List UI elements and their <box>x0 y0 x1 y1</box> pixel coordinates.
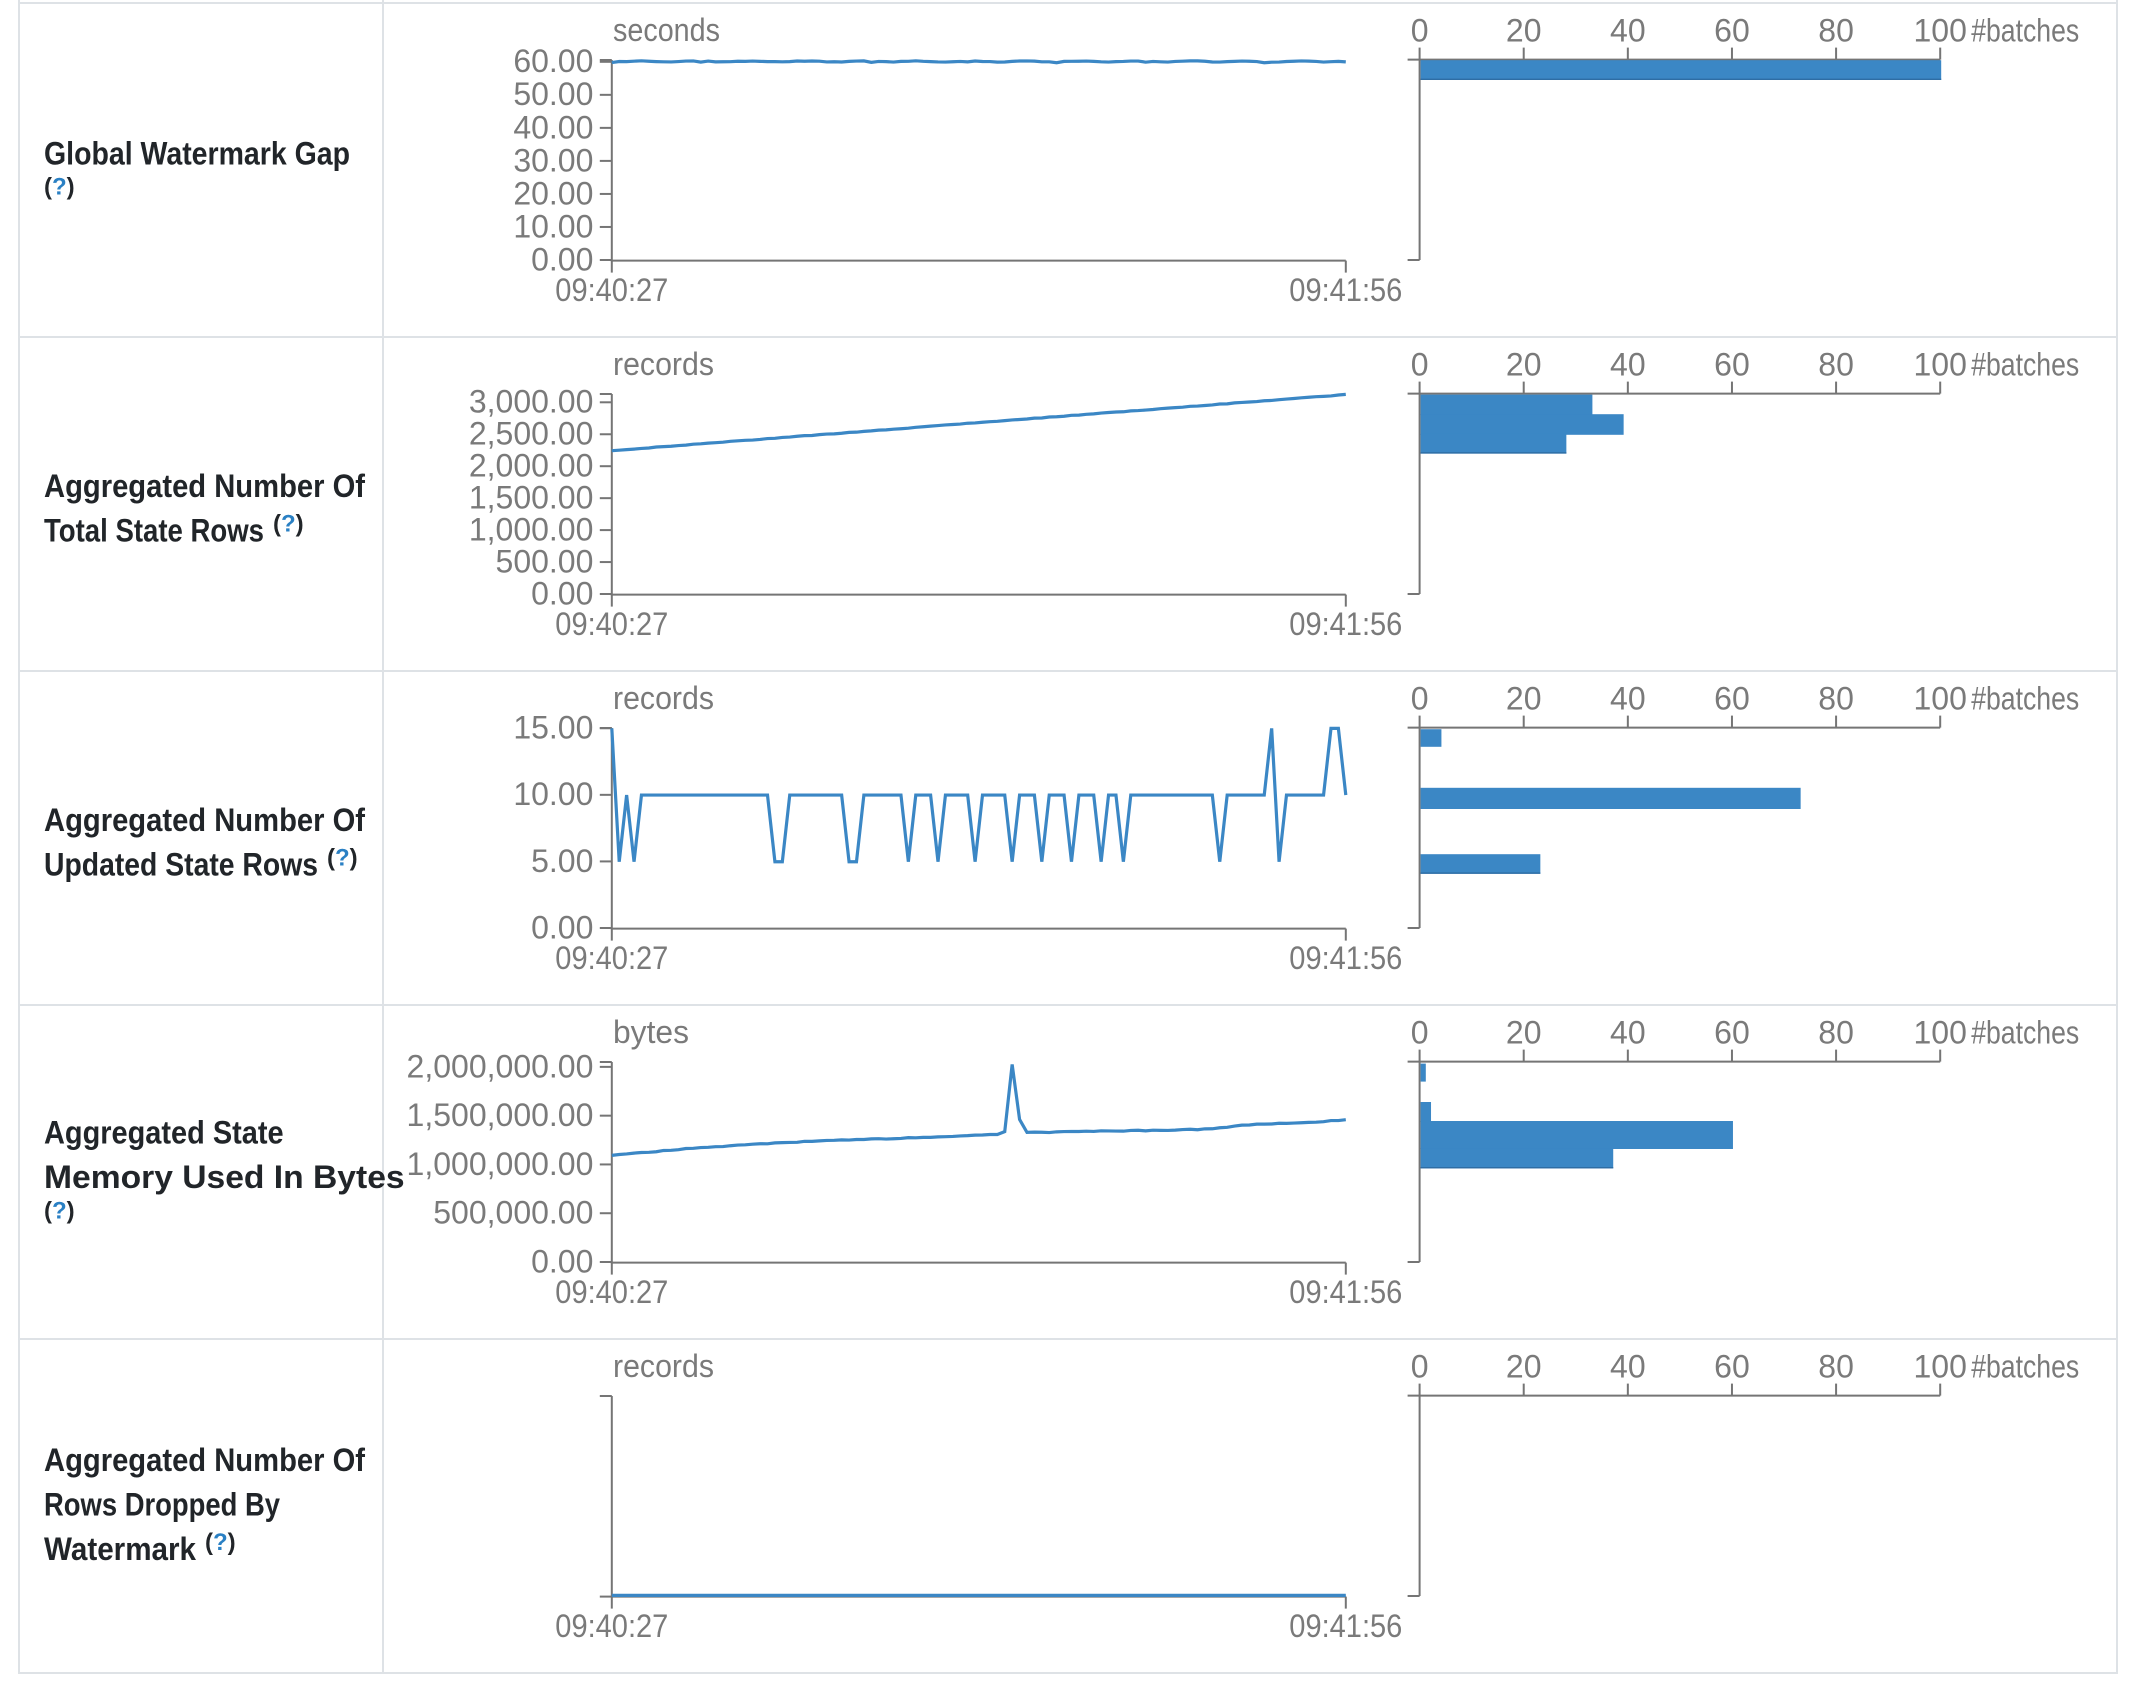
svg-text:15.00: 15.00 <box>513 710 593 746</box>
svg-text:100: 100 <box>1914 12 1967 48</box>
svg-text:3,000.00: 3,000.00 <box>469 384 594 420</box>
svg-text:100: 100 <box>1914 346 1967 382</box>
svg-text:1,500,000.00: 1,500,000.00 <box>407 1097 594 1133</box>
svg-text:records: records <box>613 680 714 716</box>
svg-text:0.00: 0.00 <box>531 909 593 945</box>
svg-text:30.00: 30.00 <box>513 142 593 178</box>
svg-text:Total State Rows(?): Total State Rows (?) <box>44 510 304 548</box>
svg-text:09:41:56: 09:41:56 <box>1289 940 1402 976</box>
svg-text:#batches: #batches <box>1971 1348 2079 1384</box>
svg-text:0: 0 <box>1411 1014 1429 1050</box>
svg-text:(?): (?) <box>44 174 75 201</box>
svg-text:records: records <box>613 346 714 382</box>
svg-text:#batches: #batches <box>1971 1014 2079 1050</box>
svg-text:0.00: 0.00 <box>531 241 593 277</box>
svg-text:0: 0 <box>1411 346 1429 382</box>
svg-text:09:40:27: 09:40:27 <box>555 1274 668 1310</box>
svg-text:(?): (?) <box>44 1197 75 1224</box>
svg-text:0.00: 0.00 <box>531 1243 593 1279</box>
svg-text:20: 20 <box>1506 680 1542 716</box>
svg-text:60: 60 <box>1714 346 1750 382</box>
svg-text:10.00: 10.00 <box>513 208 593 244</box>
svg-text:0.00: 0.00 <box>531 575 593 611</box>
svg-text:80: 80 <box>1818 680 1854 716</box>
svg-text:100: 100 <box>1914 1348 1967 1384</box>
svg-text:100: 100 <box>1914 680 1967 716</box>
svg-text:50.00: 50.00 <box>513 76 593 112</box>
svg-text:40: 40 <box>1610 1014 1646 1050</box>
svg-text:09:41:56: 09:41:56 <box>1289 606 1402 642</box>
svg-text:0: 0 <box>1411 12 1429 48</box>
svg-text:5.00: 5.00 <box>531 843 593 879</box>
svg-text:Rows Dropped By: Rows Dropped By <box>44 1487 280 1523</box>
svg-text:1,000,000.00: 1,000,000.00 <box>407 1146 594 1182</box>
svg-text:Watermark(?): Watermark (?) <box>44 1529 236 1567</box>
svg-text:500.00: 500.00 <box>496 543 594 579</box>
svg-text:20: 20 <box>1506 346 1542 382</box>
svg-text:bytes: bytes <box>613 1014 689 1050</box>
svg-text:60: 60 <box>1714 1014 1750 1050</box>
svg-text:09:40:27: 09:40:27 <box>555 606 668 642</box>
svg-text:60: 60 <box>1714 680 1750 716</box>
svg-text:records: records <box>613 1348 714 1384</box>
svg-text:40: 40 <box>1610 680 1646 716</box>
svg-text:20.00: 20.00 <box>513 175 593 211</box>
svg-text:09:40:27: 09:40:27 <box>555 1608 668 1644</box>
svg-text:1,000.00: 1,000.00 <box>469 512 594 548</box>
svg-text:80: 80 <box>1818 346 1854 382</box>
svg-text:100: 100 <box>1914 1014 1967 1050</box>
svg-text:40: 40 <box>1610 12 1646 48</box>
svg-text:2,000,000.00: 2,000,000.00 <box>407 1048 594 1084</box>
svg-text:09:41:56: 09:41:56 <box>1289 1608 1402 1644</box>
svg-text:20: 20 <box>1506 12 1542 48</box>
svg-text:40: 40 <box>1610 346 1646 382</box>
svg-text:40: 40 <box>1610 1348 1646 1384</box>
svg-text:09:41:56: 09:41:56 <box>1289 272 1402 308</box>
svg-text:Aggregated State: Aggregated State <box>44 1115 284 1151</box>
svg-text:#batches: #batches <box>1971 346 2079 382</box>
svg-text:0: 0 <box>1411 680 1429 716</box>
svg-text:80: 80 <box>1818 1348 1854 1384</box>
svg-text:20: 20 <box>1506 1348 1542 1384</box>
svg-text:20: 20 <box>1506 1014 1542 1050</box>
svg-text:seconds: seconds <box>613 12 720 48</box>
svg-text:60: 60 <box>1714 12 1750 48</box>
svg-text:Aggregated Number Of: Aggregated Number Of <box>44 1442 365 1478</box>
svg-text:2,500.00: 2,500.00 <box>469 416 594 452</box>
svg-text:1,500.00: 1,500.00 <box>469 480 594 516</box>
svg-text:10.00: 10.00 <box>513 776 593 812</box>
svg-text:09:40:27: 09:40:27 <box>555 272 668 308</box>
svg-text:Global Watermark Gap: Global Watermark Gap <box>44 135 350 171</box>
svg-text:Aggregated Number Of: Aggregated Number Of <box>44 468 365 504</box>
svg-text:60: 60 <box>1714 1348 1750 1384</box>
svg-text:80: 80 <box>1818 12 1854 48</box>
svg-text:60.00: 60.00 <box>513 43 593 79</box>
svg-text:#batches: #batches <box>1971 680 2079 716</box>
svg-text:0: 0 <box>1411 1348 1429 1384</box>
svg-text:2,000.00: 2,000.00 <box>469 448 594 484</box>
svg-text:09:40:27: 09:40:27 <box>555 940 668 976</box>
svg-text:80: 80 <box>1818 1014 1854 1050</box>
svg-text:09:41:56: 09:41:56 <box>1289 1274 1402 1310</box>
svg-text:Updated State Rows(?): Updated State Rows (?) <box>44 844 358 882</box>
svg-text:#batches: #batches <box>1971 12 2079 48</box>
svg-text:Aggregated Number Of: Aggregated Number Of <box>44 802 365 838</box>
svg-text:500,000.00: 500,000.00 <box>433 1195 593 1231</box>
svg-text:Memory Used In Bytes: Memory Used In Bytes <box>44 1159 405 1195</box>
svg-text:40.00: 40.00 <box>513 109 593 145</box>
